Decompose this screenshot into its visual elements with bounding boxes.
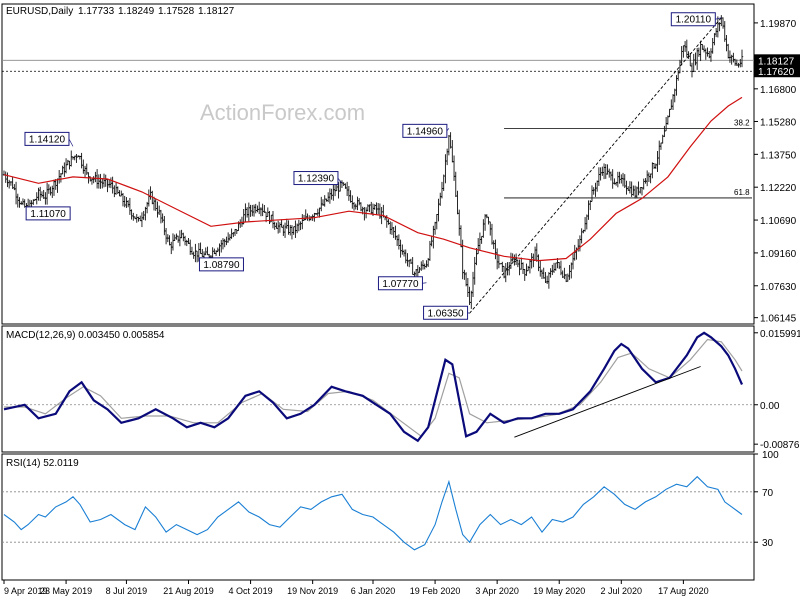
price-panel-frame	[1, 3, 755, 325]
level-label-box	[670, 12, 716, 27]
level-label-text: 1.07770	[382, 279, 419, 290]
moving-average-line	[3, 96, 743, 262]
price-tag-bg	[754, 54, 800, 67]
level-label: 1.12390	[293, 171, 343, 186]
level-label-leader	[68, 138, 74, 147]
price-tag-bg	[754, 65, 800, 78]
price-content: 38.2 61.8 1.14120 1.11070 1.08790 1.12390 1.07…	[2, 12, 754, 320]
x-axis-tick-label: 23 May 2019	[40, 586, 92, 596]
level-label-box	[24, 131, 70, 146]
rsi-panel-frame	[1, 453, 755, 581]
price-y-tick-label: 1.16800	[760, 85, 797, 96]
fib-level-label: 61.8	[734, 188, 750, 197]
macd-panel-frame	[1, 325, 755, 453]
rsi-header: RSI(14) 52.0119	[6, 458, 79, 469]
x-axis-tick-label: 8 Jul 2019	[106, 586, 148, 596]
level-label: 1.11070	[25, 206, 71, 221]
macd-content	[2, 331, 754, 443]
price-y-tick-label: 1.07630	[760, 282, 797, 293]
x-axis-tick-label: 4 Oct 2019	[229, 586, 273, 596]
price-panel[interactable]: ActionForex.com 38.2 61.8 1.14120 1.11070 1.…	[1, 3, 755, 325]
price-y-tick-label: 1.13750	[760, 150, 797, 161]
level-label-box	[377, 276, 423, 291]
rsi-content	[2, 475, 754, 551]
x-axis-tick-label: 19 May 2020	[533, 586, 585, 596]
rsi-y-tick-label: 100	[762, 450, 779, 461]
ohlc-bar	[740, 49, 744, 68]
level-label: 1.20110	[670, 12, 722, 27]
macd-y-tick-label: 0.015991	[760, 329, 800, 340]
rsi-line	[3, 475, 743, 551]
watermark: ActionForex.com	[200, 100, 365, 125]
level-label-leader	[337, 177, 343, 184]
level-label: 1.07770	[377, 276, 427, 291]
ohlc-bars	[2, 15, 744, 309]
macd-line	[3, 331, 744, 443]
price-tag-text: 1.18127	[758, 56, 795, 67]
price-y-tick-label: 1.09160	[760, 249, 797, 260]
level-label: 1.14120	[24, 131, 74, 147]
price-tag-text: 1.17620	[758, 67, 795, 78]
level-label-text: 1.11070	[30, 209, 66, 220]
macd-header: MACD(12,26,9) 0.003450 0.005854	[6, 330, 165, 341]
price-y-tick-label: 1.15280	[760, 117, 797, 128]
level-label: 1.08790	[198, 257, 244, 272]
x-axis-tick-label: 2 Jul 2020	[601, 586, 643, 596]
x-axis-tick-label: 9 Apr 2019	[4, 586, 48, 596]
macd-panel[interactable]: MACD(12,26,9) 0.003450 0.005854	[1, 325, 755, 453]
level-label-text: 1.08790	[203, 260, 240, 271]
x-axis-tick-label: 19 Feb 2020	[410, 586, 461, 596]
rsi-y-tick-label: 30	[762, 538, 774, 549]
x-axis-tick-label: 19 Nov 2019	[287, 586, 338, 596]
level-label-text: 1.06350	[427, 308, 464, 319]
price-header-close: 1.18127	[198, 6, 235, 17]
price-header-symbol: EURUSD,Daily	[6, 6, 73, 17]
rsi-panel[interactable]: RSI(14) 52.0119	[1, 453, 755, 581]
rsi-y-tick-label: 70	[762, 488, 774, 499]
price-header-high: 1.18249	[118, 6, 155, 17]
price-header-open: 1.17733	[78, 6, 115, 17]
level-label-box	[423, 305, 469, 320]
price-y-tick-label: 1.19870	[760, 19, 797, 30]
level-label-text: 1.14120	[29, 134, 66, 145]
level-label-box	[293, 171, 339, 186]
level-label-text: 1.14960	[407, 126, 444, 137]
macd-y-tick-label: 0.00	[760, 401, 780, 412]
level-label: 1.14960	[402, 123, 450, 138]
level-label-box	[198, 257, 244, 272]
x-axis-tick-label: 6 Jan 2020	[351, 586, 396, 596]
level-label-text: 1.12390	[298, 174, 335, 185]
level-label: 1.06350	[423, 305, 470, 320]
x-axis-tick-label: 3 Apr 2020	[475, 586, 519, 596]
fib-level-label: 38.2	[734, 118, 750, 127]
macd-y-tick-label: -0.00876	[760, 440, 800, 451]
price-y-tick-label: 1.06145	[760, 314, 797, 325]
x-axis-tick-label: 17 Aug 2020	[658, 586, 709, 596]
price-y-tick-label: 1.10690	[760, 216, 797, 227]
macd-trend-line	[514, 366, 701, 438]
level-label-leader	[422, 282, 427, 284]
level-label-box	[402, 123, 448, 138]
x-axis-tick-label: 21 Aug 2019	[163, 586, 214, 596]
level-label-box	[25, 206, 71, 221]
price-header-low: 1.17528	[158, 6, 195, 17]
level-label-leader	[715, 17, 722, 20]
price-y-tick-label: 1.12220	[760, 183, 797, 194]
level-label-text: 1.20110	[676, 15, 712, 26]
